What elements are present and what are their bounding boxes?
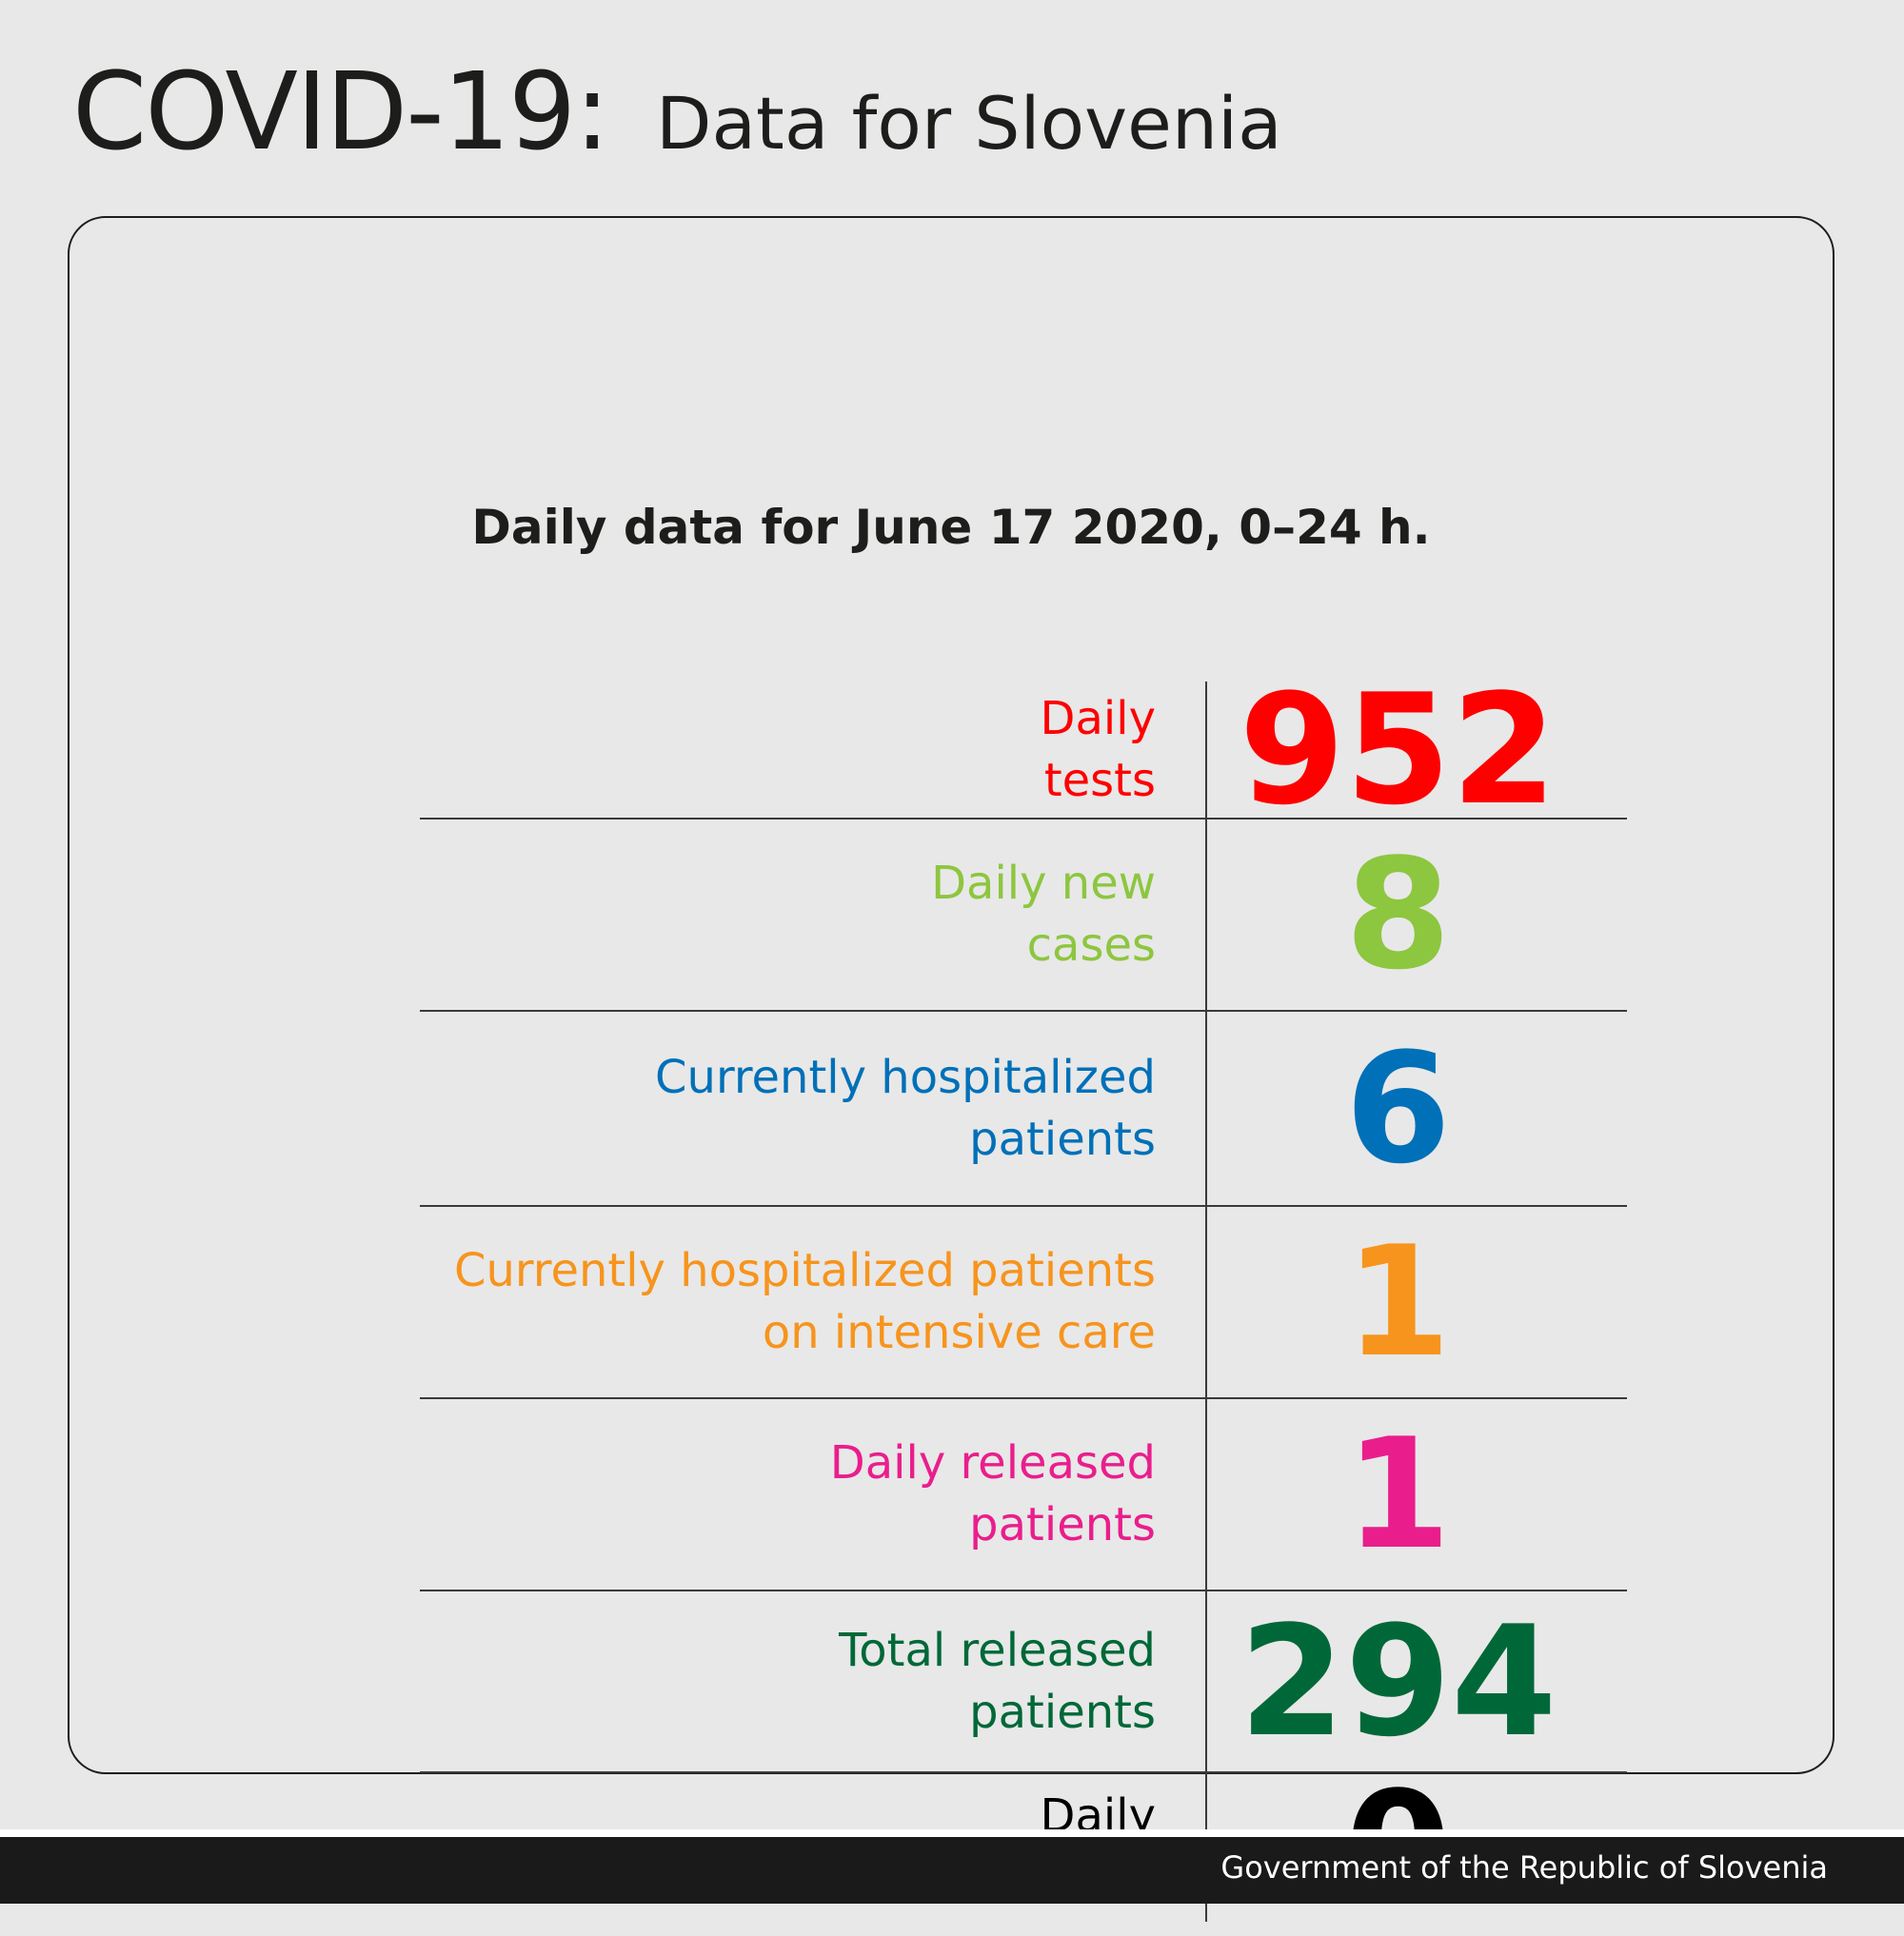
stat-row-daily-released: Daily released patients 1: [420, 1397, 1627, 1590]
stat-row-daily-new-cases: Daily new cases 8: [420, 818, 1627, 1010]
stat-label: Total released patients: [839, 1623, 1156, 1739]
stat-value: 8: [1205, 820, 1627, 1010]
card-title: Daily data for June 17 2020, 0–24 h.: [471, 500, 1431, 555]
stat-value: 1: [1205, 1399, 1627, 1590]
stat-label: Daily released patients: [829, 1436, 1156, 1551]
stat-value: 294: [1205, 1591, 1627, 1771]
stat-row-hospitalized: Currently hospitalized patients 6: [420, 1010, 1627, 1205]
page-header: COVID-19: Data for Slovenia: [72, 59, 1282, 166]
stat-label: Daily tests: [1040, 691, 1156, 807]
footer-divider: [0, 1829, 1904, 1837]
stat-value: 1: [1205, 1207, 1627, 1397]
stats-table: Daily tests 952 Daily new cases 8 Curren…: [420, 673, 1627, 1924]
footer-bar: Government of the Republic of Slovenia: [0, 1837, 1904, 1904]
stat-row-total-released: Total released patients 294: [420, 1590, 1627, 1771]
stat-label: Currently hospitalized patients: [655, 1050, 1156, 1166]
footer-credit: Government of the Republic of Slovenia: [1220, 1849, 1828, 1886]
page-title: COVID-19:: [72, 50, 610, 174]
data-card: Daily data for June 17 2020, 0–24 h. Dai…: [68, 216, 1835, 1924]
stat-row-intensive-care: Currently hospitalized patients on inten…: [420, 1205, 1627, 1397]
stat-value: 952: [1205, 673, 1627, 825]
stat-value: 6: [1205, 1012, 1627, 1205]
page-subtitle: Data for Slovenia: [655, 81, 1282, 166]
stat-label: Daily new cases: [931, 857, 1156, 972]
stat-label: Currently hospitalized patients on inten…: [453, 1244, 1156, 1359]
stat-row-daily-tests: Daily tests 952: [420, 673, 1627, 825]
